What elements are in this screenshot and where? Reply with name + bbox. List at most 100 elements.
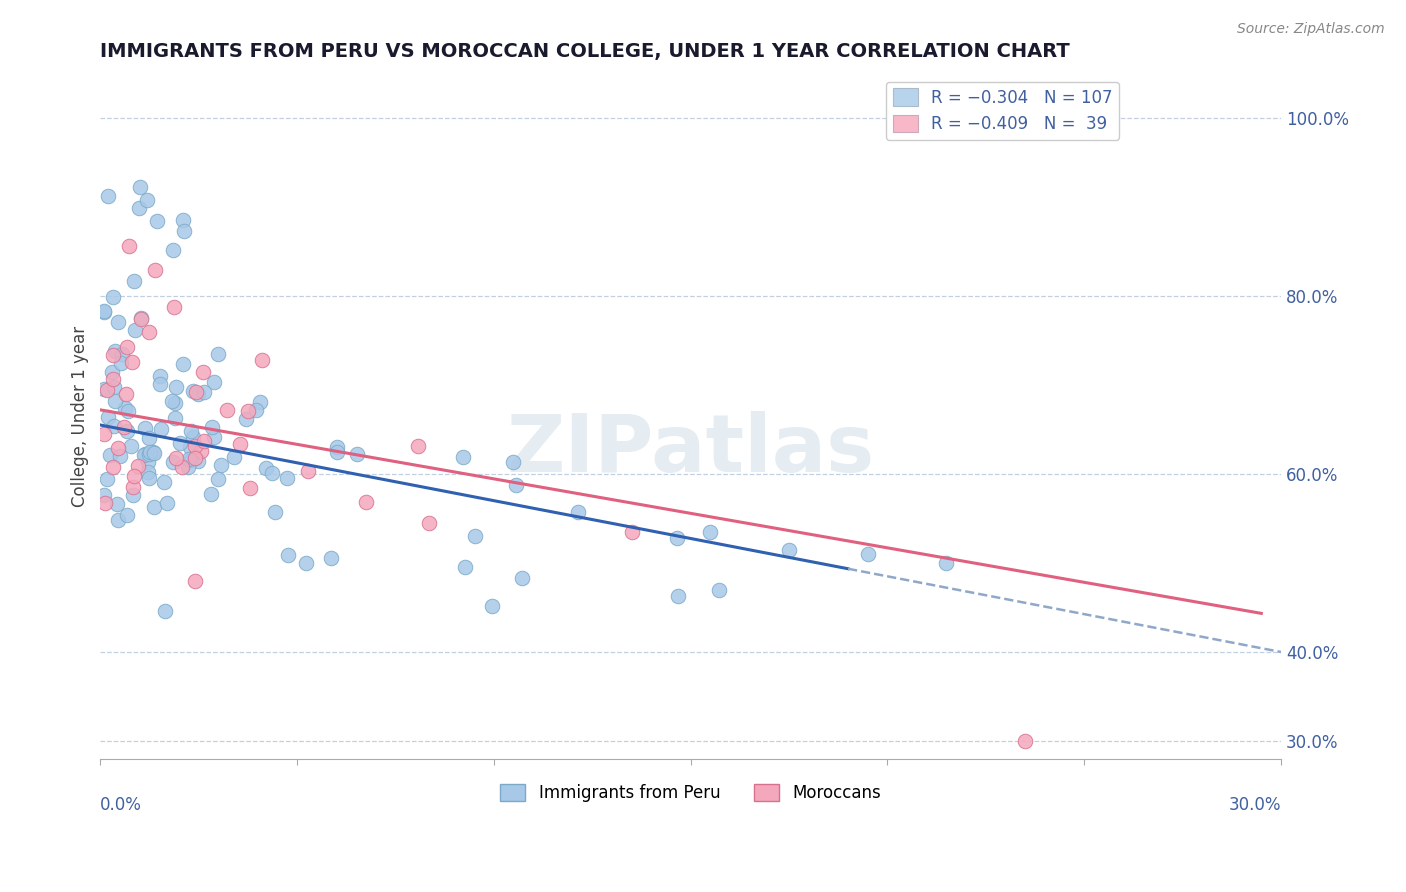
Point [110, 347, 132, 361]
Point [180, 424, 202, 438]
Point [935, 556, 957, 570]
Point [295, 556, 318, 570]
Point [183, 574, 205, 588]
Point [665, 531, 688, 545]
Point [128, 201, 150, 215]
Point [149, 369, 172, 384]
Point [260, 467, 283, 481]
Point [93, 488, 115, 502]
Point [277, 549, 299, 563]
Point [187, 387, 209, 401]
Point [122, 274, 145, 288]
Point [115, 341, 138, 355]
Point [121, 354, 143, 368]
Point [186, 385, 208, 400]
Point [104, 393, 127, 408]
Point [209, 458, 232, 472]
Point [93, 382, 115, 396]
Point [103, 380, 125, 394]
Point [165, 411, 187, 425]
Point [112, 420, 135, 434]
Point [856, 547, 879, 561]
Point [129, 179, 152, 194]
Point [217, 402, 239, 417]
Point [117, 424, 139, 438]
Point [510, 571, 533, 585]
Point [207, 472, 229, 486]
Point [173, 224, 195, 238]
Point [181, 384, 204, 398]
Point [110, 356, 132, 370]
Point [117, 404, 139, 418]
Point [105, 496, 128, 510]
Point [239, 481, 262, 495]
Legend: Immigrants from Peru, Moroccans: Immigrants from Peru, Moroccans [494, 777, 887, 809]
Point [149, 376, 172, 391]
Point [179, 440, 201, 454]
Point [143, 500, 166, 514]
Point [177, 460, 200, 475]
Point [134, 447, 156, 461]
Point [177, 452, 200, 467]
Point [138, 447, 160, 461]
Point [187, 454, 209, 468]
Point [93, 304, 115, 318]
Point [464, 528, 486, 542]
Point [202, 430, 225, 444]
Point [172, 212, 194, 227]
Point [153, 475, 176, 489]
Point [120, 439, 142, 453]
Point [699, 524, 721, 539]
Point [127, 459, 149, 474]
Point [139, 444, 162, 458]
Point [502, 455, 524, 469]
Point [103, 419, 125, 434]
Point [264, 505, 287, 519]
Point [138, 325, 160, 339]
Point [122, 468, 145, 483]
Point [114, 401, 136, 415]
Point [354, 495, 377, 509]
Point [138, 431, 160, 445]
Point [707, 583, 730, 598]
Point [122, 480, 145, 494]
Point [418, 516, 440, 530]
Point [1014, 734, 1036, 748]
Point [115, 508, 138, 523]
Point [165, 451, 187, 466]
Point [129, 311, 152, 326]
Point [103, 290, 125, 304]
Point [149, 422, 172, 436]
Point [163, 300, 186, 314]
Point [620, 524, 643, 539]
Point [567, 505, 589, 519]
Point [145, 213, 167, 227]
Point [107, 315, 129, 329]
Point [96, 383, 118, 397]
Point [93, 426, 115, 441]
Point [229, 437, 252, 451]
Point [96, 471, 118, 485]
Point [107, 513, 129, 527]
Point [165, 396, 187, 410]
Point [326, 444, 349, 458]
Point [250, 353, 273, 368]
Point [114, 387, 136, 401]
Point [101, 365, 124, 379]
Point [191, 365, 214, 379]
Point [142, 444, 165, 458]
Point [297, 464, 319, 478]
Point [162, 455, 184, 469]
Point [136, 455, 159, 469]
Point [143, 262, 166, 277]
Point [183, 451, 205, 466]
Point [160, 393, 183, 408]
Point [118, 239, 141, 253]
Point [184, 439, 207, 453]
Text: 30.0%: 30.0% [1229, 797, 1281, 814]
Text: Source: ZipAtlas.com: Source: ZipAtlas.com [1237, 22, 1385, 37]
Point [138, 471, 160, 485]
Point [451, 450, 474, 464]
Point [326, 440, 349, 454]
Point [193, 434, 215, 448]
